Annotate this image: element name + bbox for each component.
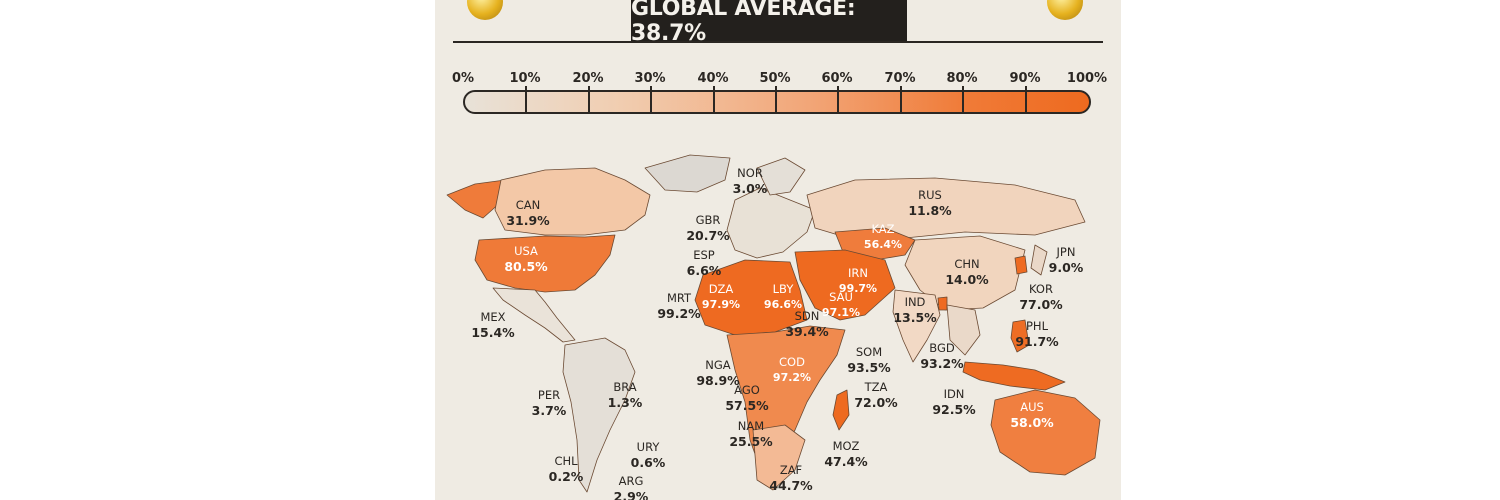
region-canada [494, 167, 651, 236]
scale-tick-label: 80% [946, 71, 978, 86]
scale-tick-label: 100% [1066, 71, 1108, 86]
country-label-lby: LBY 96.6% [763, 282, 803, 311]
scale-divider [1025, 86, 1027, 114]
country-label-per: PER 3.7% [531, 388, 567, 418]
country-label-chn: CHN 14.0% [945, 257, 989, 287]
region-australia [990, 389, 1101, 476]
region-usa [474, 234, 616, 293]
country-label-bgd: BGD 93.2% [920, 341, 964, 371]
country-label-nam: NAM 25.5% [729, 419, 773, 449]
scale-tick-label: 90% [1009, 71, 1041, 86]
region-scandinavia [756, 157, 806, 196]
country-label-arg: ARG 2.9% [613, 474, 649, 500]
country-label-sau: SAU 97.1% [821, 290, 861, 319]
region-middle-east [794, 249, 896, 321]
country-label-moz: MOZ 47.4% [824, 439, 868, 469]
region-indonesia [962, 361, 1066, 391]
country-label-ago: AGO 57.5% [725, 383, 769, 413]
country-label-ury: URY 0.6% [630, 440, 666, 470]
scale-divider [713, 86, 715, 114]
scale-divider [962, 86, 964, 114]
country-label-ind: IND 13.5% [893, 295, 937, 325]
country-label-nga: NGA 98.9% [696, 358, 740, 388]
gold-coin-icon [467, 0, 503, 20]
country-label-dza: DZA 97.9% [701, 282, 741, 311]
region-southeast-asia [946, 304, 981, 356]
country-label-mrt: MRT 99.2% [657, 291, 701, 321]
country-label-kor: KOR 77.0% [1019, 282, 1063, 312]
scale-tick-label: 70% [884, 71, 916, 86]
country-label-zaf: ZAF 44.7% [769, 463, 813, 493]
country-label-phl: PHL 91.7% [1015, 319, 1059, 349]
scale-tick-label: 50% [759, 71, 791, 86]
scale-divider [837, 86, 839, 114]
country-label-gbr: GBR 20.7% [686, 213, 730, 243]
country-label-nor: NOR 3.0% [732, 166, 768, 196]
region-southern-africa [752, 424, 806, 491]
scale-divider [525, 86, 527, 114]
country-label-chl: CHL 0.2% [548, 454, 584, 484]
region-bangladesh [937, 296, 948, 311]
country-label-aus: AUS 58.0% [1010, 400, 1054, 430]
country-label-tza: TZA 72.0% [854, 380, 898, 410]
region-india [892, 289, 941, 363]
country-label-bra: BRA 1.3% [607, 380, 643, 410]
scale-tick-label: 10% [509, 71, 541, 86]
title-divider [453, 41, 1103, 43]
scale-divider [650, 86, 652, 114]
global-average-title: GLOBAL AVERAGE: 38.7% [631, 0, 907, 46]
country-label-esp: ESP 6.6% [686, 248, 722, 278]
country-label-sdn: SDN 39.4% [785, 309, 829, 339]
country-label-usa: USA 80.5% [504, 244, 548, 274]
country-label-rus: RUS 11.8% [908, 188, 952, 218]
country-label-kaz: KAZ 56.4% [863, 222, 903, 251]
scale-tick-label: 30% [634, 71, 666, 86]
region-korea [1014, 255, 1028, 275]
country-label-irn: IRN 99.7% [838, 266, 878, 295]
region-philippines [1010, 319, 1030, 353]
scale-divider [900, 86, 902, 114]
region-japan [1030, 244, 1048, 276]
region-south-america [562, 337, 636, 493]
scale-tick-label: 40% [697, 71, 729, 86]
scale-tick-label: 0% [451, 71, 475, 86]
region-madagascar [832, 389, 850, 431]
scale-tick-label: 20% [572, 71, 604, 86]
country-label-jpn: JPN 9.0% [1048, 245, 1084, 275]
region-greenland [644, 154, 731, 193]
scale-tick-label: 60% [821, 71, 853, 86]
country-label-mex: MEX 15.4% [471, 310, 515, 340]
region-europe [726, 187, 816, 259]
color-scale-bar [463, 90, 1091, 114]
country-label-can: CAN 31.9% [506, 198, 550, 228]
country-label-som: SOM 93.5% [847, 345, 891, 375]
world-map [446, 154, 1101, 493]
country-label-cod: COD 97.2% [772, 355, 812, 384]
infographic-poster: GLOBAL AVERAGE: 38.7% 0% 10% 20% 30% 40%… [435, 0, 1121, 500]
gold-coin-icon [1047, 0, 1083, 20]
region-north-africa [694, 259, 808, 336]
country-label-idn: IDN 92.5% [932, 387, 976, 417]
scale-divider [775, 86, 777, 114]
region-mexico [492, 287, 576, 343]
region-china [904, 235, 1026, 311]
scale-divider [588, 86, 590, 114]
